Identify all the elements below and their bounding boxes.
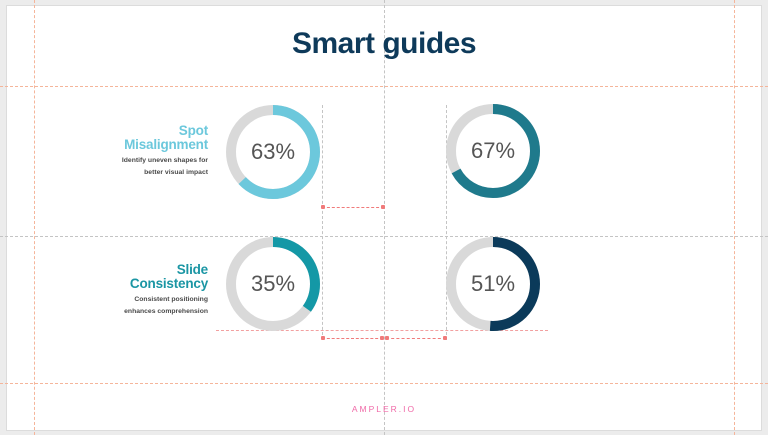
spacing-arrow-bottom-right	[385, 336, 447, 340]
donut-percent-label: 67%	[470, 138, 516, 163]
section-description: Identify uneven shapes for better visual…	[121, 157, 208, 176]
donut-ring	[446, 237, 540, 331]
smart-guide-right-edge	[446, 105, 447, 340]
donut-percent-label: 51%	[470, 271, 516, 296]
layout-guide-vertical-left[interactable]	[34, 0, 35, 435]
spacing-arrow-top	[321, 205, 385, 209]
donut-percent-label: 63%	[250, 139, 296, 164]
donut-chart-top-right[interactable]: 67%	[445, 103, 541, 199]
donut-chart-top-left[interactable]: 63%	[225, 104, 321, 200]
donut-chart-bottom-left[interactable]: 35%	[225, 236, 321, 332]
smart-guide-bottom-align	[216, 330, 548, 331]
donut-chart-bottom-right[interactable]: 51%	[445, 236, 541, 332]
spacing-arrow-bottom-left	[321, 336, 384, 340]
footer-brand: AMPLER.IO	[351, 404, 417, 414]
section-description: Consistent positioning enhances comprehe…	[124, 296, 208, 315]
layout-guide-vertical-right[interactable]	[734, 0, 735, 435]
donut-ring	[446, 104, 540, 198]
donut-percent-label: 35%	[250, 271, 296, 296]
donut-ring	[226, 105, 320, 199]
smart-guide-center-vertical	[384, 0, 385, 435]
section-heading: Spot Misalignment	[124, 123, 208, 152]
section-spot-misalignment[interactable]: Spot Misalignment Identify uneven shapes…	[38, 124, 208, 179]
donut-ring	[226, 237, 320, 331]
section-slide-consistency[interactable]: Slide Consistency Consistent positioning…	[38, 263, 208, 318]
smart-guide-middle-horizontal	[0, 236, 768, 237]
smart-guide-left-edge	[322, 105, 323, 340]
slide-title[interactable]: Smart guides	[291, 27, 477, 60]
section-heading: Slide Consistency	[129, 262, 208, 291]
